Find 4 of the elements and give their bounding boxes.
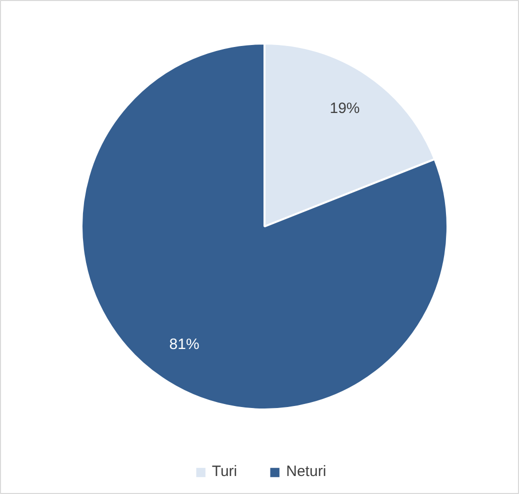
legend-label: Turi (212, 463, 238, 480)
data-label: 19% (330, 100, 360, 117)
data-label: 81% (169, 336, 200, 354)
legend-label: Neturi (286, 463, 326, 480)
